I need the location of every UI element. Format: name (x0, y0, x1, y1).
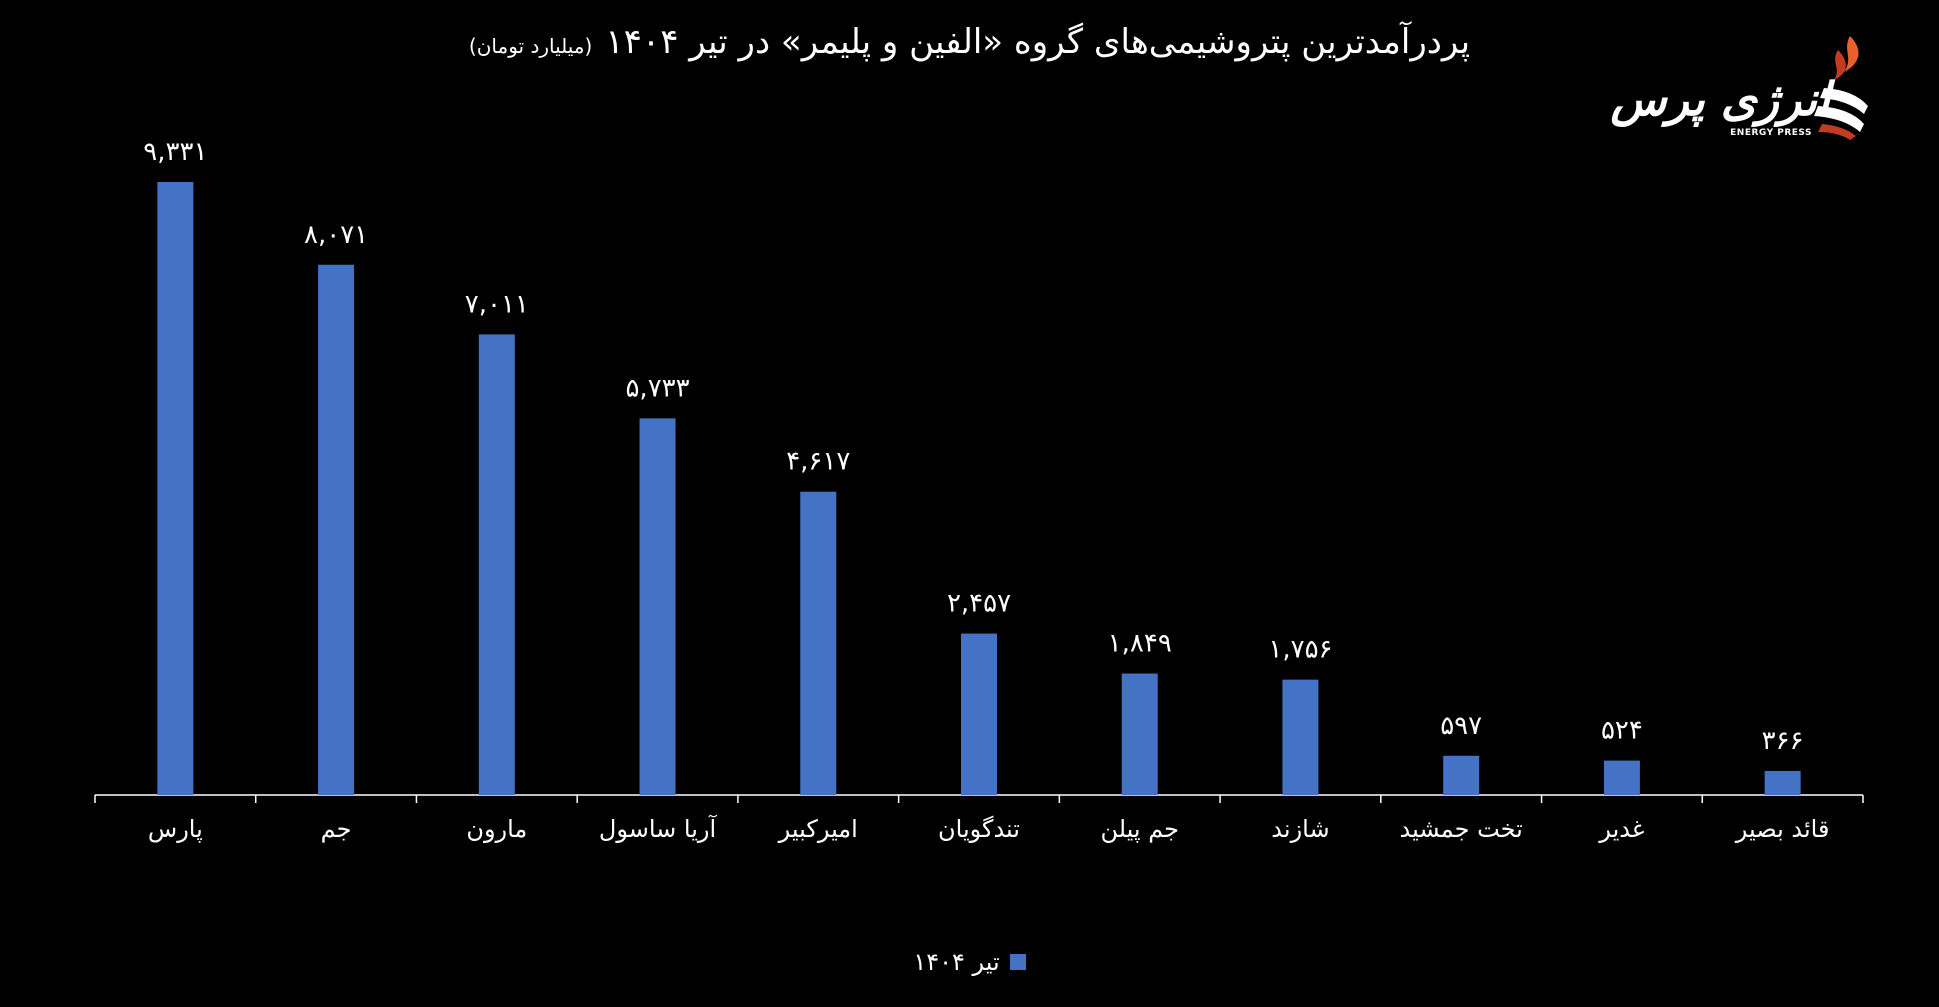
category-tick-label: مارون (466, 815, 527, 843)
category-tick-label: شازند (1271, 815, 1329, 843)
category-tick-label: جم (321, 815, 352, 843)
chart-title-main: پردرآمدترین پتروشیمی‌های گروه «الفین و پ… (605, 22, 1471, 62)
category-tick-label: امیرکبیر (778, 815, 858, 843)
bar-value-label: ۵,۷۳۳ (625, 373, 689, 403)
bar-value-label: ۳۶۶ (1762, 726, 1804, 756)
logo-brand-en-text: ENERGY PRESS (1730, 128, 1812, 138)
bar-value-label: ۵۲۴ (1601, 716, 1643, 746)
legend-swatch (1009, 954, 1026, 970)
bar (961, 633, 997, 795)
category-tick-label: پارس (148, 815, 203, 843)
chart-title: پردرآمدترین پتروشیمی‌های گروه «الفین و پ… (0, 22, 1939, 62)
bar (1764, 770, 1801, 795)
category-tick-label: آریا ساسول (599, 814, 718, 843)
bar (1603, 760, 1640, 795)
bar-value-label: ۱,۸۴۹ (1108, 629, 1172, 659)
flame-icon (1814, 36, 1868, 140)
logo-brand-text: انرژی پرس (1610, 72, 1831, 126)
bar (478, 334, 515, 795)
chart-legend: تیر ۱۴۰۴ (0, 948, 1939, 976)
bar (800, 491, 837, 795)
bar-value-label: ۲,۴۵۷ (947, 589, 1011, 619)
energy-press-logo: انرژی پرس ENERGY PRESS (1592, 28, 1892, 148)
bar-value-label: ۷,۰۱۱ (465, 289, 529, 319)
bar (1121, 673, 1158, 795)
category-tick-label: تخت جمشید (1400, 815, 1523, 843)
bar (1443, 755, 1480, 795)
bar-value-label: ۹,۳۳۱ (143, 137, 207, 167)
bar-value-label: ۴,۶۱۷ (786, 447, 850, 477)
category-tick-label: قائد بصیر (1735, 815, 1830, 843)
category-tick-label: غدیر (1598, 815, 1644, 843)
bar-value-label: ۵۹۷ (1440, 711, 1482, 741)
bar (1282, 679, 1319, 795)
chart-subtitle: (میلیارد تومان) (468, 34, 593, 58)
category-tick-label: جم پیلن (1100, 815, 1179, 843)
bar-value-label: ۸,۰۷۱ (304, 220, 368, 250)
bar (157, 182, 194, 795)
category-tick-label: تندگویان (938, 815, 1020, 843)
bar (318, 264, 355, 795)
legend-label: تیر ۱۴۰۴ (913, 948, 1000, 976)
bar-value-label: ۱,۷۵۶ (1268, 635, 1332, 665)
bar (639, 418, 676, 795)
